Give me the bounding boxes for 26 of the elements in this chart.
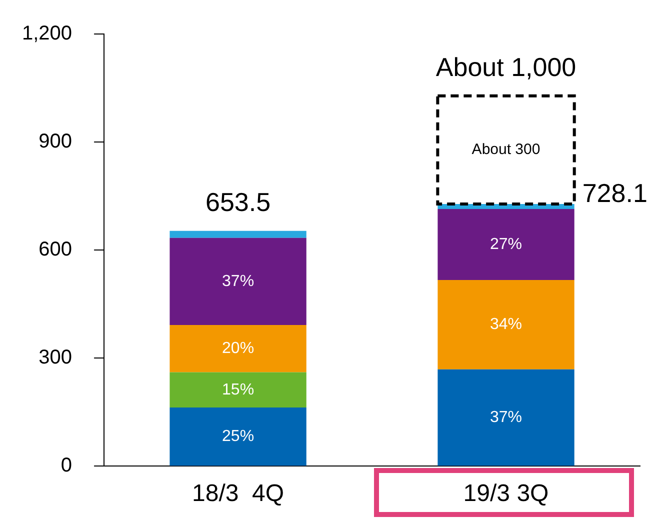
y-tick-label: 1,200 <box>22 22 72 45</box>
x-tick-label: 19/3 3Q <box>463 480 549 508</box>
bar <box>438 209 574 280</box>
y-tick-label: 900 <box>38 130 72 153</box>
total-label: About 1,000 <box>436 52 576 82</box>
bar <box>438 280 574 370</box>
annotation: 37% <box>222 272 254 290</box>
annotation: 15% <box>222 381 254 398</box>
y-tick-label: 0 <box>60 454 72 477</box>
annotation: 37% <box>490 408 522 426</box>
y-tick-label: 300 <box>38 346 72 369</box>
bar <box>170 230 306 238</box>
bar <box>170 325 306 372</box>
bar <box>438 369 574 466</box>
total-label: 653.5 <box>206 187 271 218</box>
y-tick-label: 600 <box>38 238 72 261</box>
x-tick-label: 18/3 4Q <box>192 480 284 508</box>
data-label: About 300 <box>472 141 540 158</box>
bar <box>170 407 306 466</box>
annotation: 27% <box>490 236 522 253</box>
bar <box>170 238 306 326</box>
annotation: 728.1 <box>582 178 648 208</box>
annotation: 25% <box>222 428 254 446</box>
bar <box>170 372 306 408</box>
annotation: 34% <box>490 316 522 334</box>
annotation: 20% <box>222 340 254 358</box>
